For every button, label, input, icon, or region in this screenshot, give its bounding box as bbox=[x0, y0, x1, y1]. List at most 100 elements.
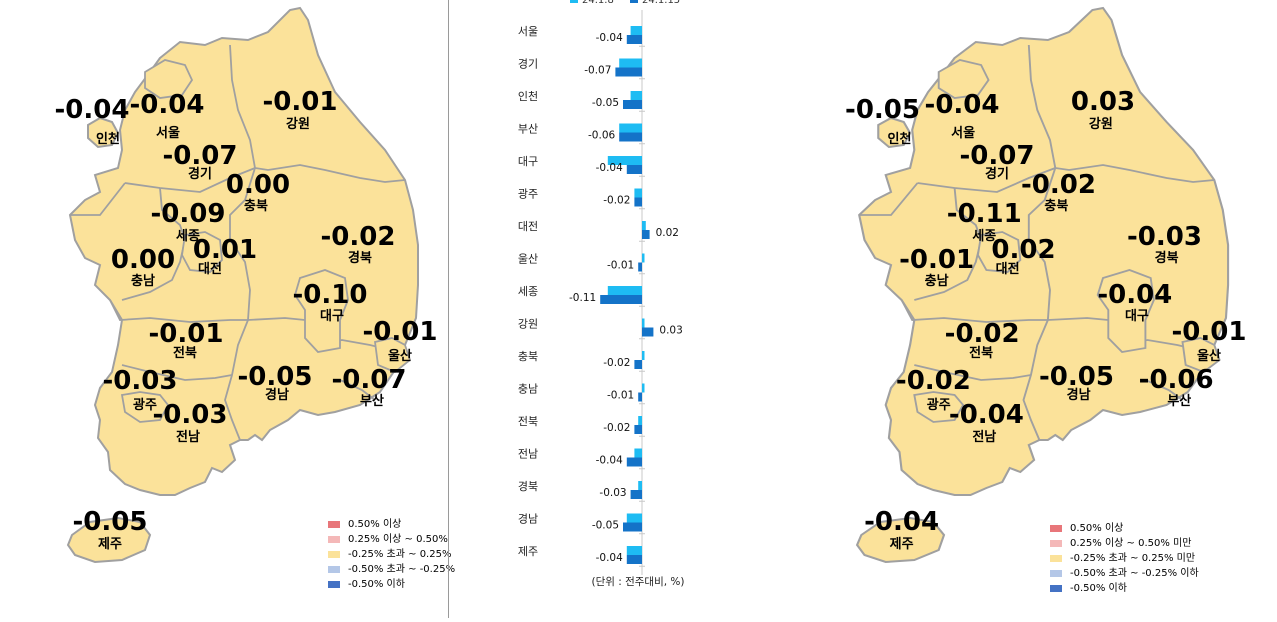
chart-bar-prev bbox=[642, 253, 645, 263]
chart-category-label: 대구 bbox=[518, 155, 538, 168]
region-value: -0.02 bbox=[321, 222, 396, 252]
legend-item: -0.50% 초과 ~ -0.25% bbox=[328, 562, 455, 577]
legend-item: -0.50% 초과 ~ -0.25% 이하 bbox=[1050, 566, 1199, 581]
region-name: 부산 bbox=[1167, 393, 1191, 409]
region-value: 0.01 bbox=[193, 235, 257, 265]
chart-bar-curr bbox=[634, 197, 642, 207]
province-border bbox=[1027, 44, 1215, 183]
chart-bar-curr bbox=[634, 425, 642, 434]
chart-category-label: 경남 bbox=[518, 513, 538, 526]
region-value: -0.01 bbox=[1172, 317, 1247, 347]
legend-swatch bbox=[1050, 525, 1062, 532]
region-name: 서울 bbox=[951, 125, 975, 141]
legend-swatch bbox=[328, 536, 340, 543]
chart-bar-prev bbox=[626, 513, 642, 523]
city-border bbox=[1181, 337, 1221, 374]
chart-data-label: -0.04 bbox=[596, 162, 623, 174]
region-name: 제주 bbox=[98, 537, 122, 552]
region-value: -0.10 bbox=[293, 280, 368, 310]
region-value: -0.07 bbox=[960, 141, 1035, 171]
city-border bbox=[120, 391, 170, 423]
region-name: 충남 bbox=[925, 273, 949, 289]
chart-bar-curr bbox=[623, 100, 642, 109]
jeju-island-shape bbox=[66, 516, 152, 564]
region-name: 전남 bbox=[972, 429, 996, 445]
right-map-legend: 0.50% 이상 0.25% 이상 ~ 0.50% 미만 -0.25% 초과 ~ 0… bbox=[1050, 521, 1199, 596]
chart-bar-prev bbox=[638, 416, 642, 425]
region-value: -0.02 bbox=[896, 366, 971, 396]
region-value: -0.04 bbox=[55, 95, 130, 125]
region-value: -0.01 bbox=[899, 245, 974, 275]
chart-bar-curr bbox=[619, 132, 642, 142]
chart-bar-prev bbox=[607, 156, 642, 165]
chart-data-label: 0.02 bbox=[656, 227, 679, 239]
region-value: -0.05 bbox=[238, 362, 313, 392]
chart-bar-prev bbox=[642, 383, 645, 393]
region-value: -0.01 bbox=[149, 319, 224, 349]
region-value: -0.11 bbox=[947, 199, 1022, 229]
right-map: -0.05 인천 -0.04 서울 0.03 강원 -0.07 경기 -0.02 충북 -0.11 세… bbox=[760, 0, 1277, 618]
legend-label: 0.25% 이상 ~ 0.50% 미만 bbox=[1070, 538, 1192, 549]
left-map-legend: 0.50% 이상 0.25% 이상 ~ 0.50% -0.25% 초과 ~ 0.25… bbox=[328, 517, 455, 592]
chart-bar-curr bbox=[623, 522, 642, 532]
bar-chart: 24.1.8 24.1.15 서울 -0.04 경기 -0.07 인천 -0.05 부산 -0.0… bbox=[518, 0, 685, 588]
chart-bar-prev bbox=[619, 123, 642, 133]
legend-label: 0.50% 이상 bbox=[1070, 523, 1124, 534]
province-border bbox=[224, 319, 249, 441]
chart-category-label: 부산 bbox=[518, 123, 538, 136]
province-border bbox=[1027, 167, 1057, 321]
chart-bar-prev bbox=[638, 481, 642, 490]
chart-data-label: -0.04 bbox=[596, 455, 623, 467]
region-value: -0.03 bbox=[1127, 222, 1202, 252]
legend-item: 0.25% 이상 ~ 0.50% 미만 bbox=[1050, 536, 1199, 551]
chart-bar-prev bbox=[630, 91, 642, 100]
chart-bar-curr bbox=[626, 165, 642, 174]
chart-bar-prev bbox=[607, 286, 642, 295]
city-border bbox=[976, 231, 1022, 273]
legend-label: -0.50% 이하 bbox=[1070, 583, 1127, 594]
region-value: 0.02 bbox=[991, 235, 1055, 265]
legend-label: -0.50% 초과 ~ -0.25% 이하 bbox=[1070, 568, 1199, 579]
legend-swatch bbox=[1050, 570, 1062, 577]
chart-data-label: -0.01 bbox=[607, 390, 634, 402]
province-border bbox=[339, 379, 376, 401]
legend-item: 0.50% 이상 bbox=[328, 517, 455, 532]
region-name: 충북 bbox=[244, 198, 268, 214]
region-name: 인천 bbox=[96, 131, 120, 147]
chart-data-label: -0.05 bbox=[592, 520, 619, 532]
chart-bar-curr bbox=[615, 67, 642, 77]
chart-data-label: -0.02 bbox=[603, 357, 630, 369]
region-name: 부산 bbox=[360, 393, 384, 409]
chart-data-label: -0.06 bbox=[588, 130, 615, 142]
region-name: 경북 bbox=[1155, 250, 1179, 266]
chart-category-label: 제주 bbox=[518, 545, 538, 558]
region-name: 전남 bbox=[176, 429, 200, 445]
chart-category-label: 울산 bbox=[518, 253, 538, 266]
chart-bar-curr bbox=[626, 35, 642, 44]
region-name: 충북 bbox=[1044, 198, 1068, 214]
region-name: 인천 bbox=[888, 131, 912, 147]
chart-bar-prev bbox=[634, 188, 642, 198]
chart-legend-label: 24.1.8 bbox=[582, 0, 614, 6]
chart-bar-curr bbox=[630, 490, 642, 499]
city-border bbox=[181, 231, 223, 273]
region-value: -0.04 bbox=[1097, 280, 1172, 310]
region-value: -0.04 bbox=[925, 90, 1000, 120]
region-value: -0.09 bbox=[151, 199, 226, 229]
city-border bbox=[374, 337, 412, 374]
region-value: 0.00 bbox=[111, 245, 175, 275]
region-name: 대전 bbox=[996, 261, 1020, 277]
province-border bbox=[859, 182, 919, 216]
legend-item: -0.25% 초과 ~ 0.25% bbox=[328, 547, 455, 562]
region-value: -0.03 bbox=[103, 366, 178, 396]
chart-data-label: -0.11 bbox=[569, 292, 596, 304]
legend-item: 0.50% 이상 bbox=[1050, 521, 1199, 536]
panel-divider bbox=[448, 0, 449, 618]
legend-item: -0.50% 이하 bbox=[328, 577, 455, 592]
region-name: 제주 bbox=[890, 537, 914, 552]
region-value: -0.02 bbox=[945, 319, 1020, 349]
chart-legend-label: 24.1.15 bbox=[642, 0, 680, 6]
region-name: 서울 bbox=[156, 125, 180, 141]
legend-label: -0.25% 초과 ~ 0.25% bbox=[348, 549, 452, 560]
